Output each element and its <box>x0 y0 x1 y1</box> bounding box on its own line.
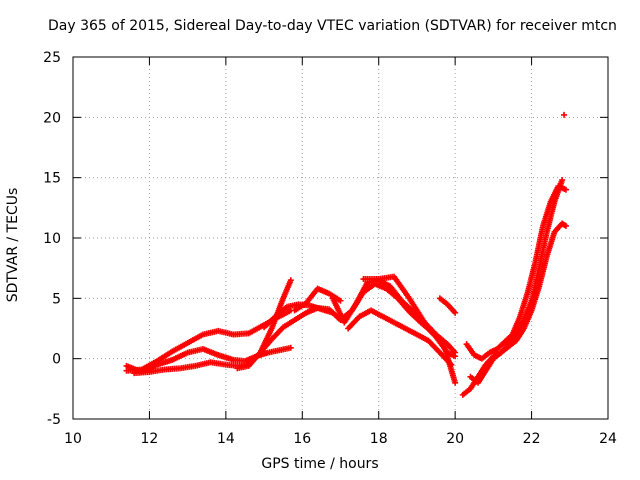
data-layer <box>123 111 569 398</box>
chart-title: Day 365 of 2015, Sidereal Day-to-day VTE… <box>48 18 617 34</box>
series-track-9 <box>360 273 459 356</box>
y-tick-label: 25 <box>43 50 61 66</box>
y-tick-label: 15 <box>43 171 61 187</box>
grid-lines <box>73 57 608 419</box>
x-tick-label: 12 <box>141 431 159 447</box>
series-track-13 <box>467 177 566 386</box>
data-point <box>452 349 459 356</box>
x-tick-label: 14 <box>217 431 235 447</box>
data-point <box>337 297 344 304</box>
series-track-14 <box>561 111 568 118</box>
x-tick-label: 16 <box>293 431 311 447</box>
y-tick-label: 20 <box>43 110 61 126</box>
y-tick-label: -5 <box>47 412 61 428</box>
data-point <box>329 309 336 316</box>
data-point <box>562 222 569 229</box>
x-tick-label: 18 <box>370 431 388 447</box>
data-point <box>559 177 566 184</box>
data-point <box>452 309 459 316</box>
data-point <box>452 379 459 386</box>
data-point <box>562 186 569 193</box>
x-tick-label: 22 <box>523 431 541 447</box>
series-track-2 <box>123 344 294 375</box>
x-tick-label: 10 <box>64 431 82 447</box>
data-point <box>287 344 294 351</box>
series-track-10 <box>436 295 459 316</box>
y-tick-label: 5 <box>52 291 61 307</box>
x-tick-label: 24 <box>599 431 617 447</box>
data-point <box>561 111 568 118</box>
y-tick-label: 10 <box>43 231 61 247</box>
x-tick-label: 20 <box>446 431 464 447</box>
x-axis-label: GPS time / hours <box>261 456 379 472</box>
series-track-8 <box>345 307 455 368</box>
tick-labels: 10 12 14 16 18 20 22 24 -5 0 5 10 15 20 25 <box>43 50 617 447</box>
data-point <box>448 361 455 368</box>
axis-ticks <box>72 56 609 420</box>
y-tick-label: 0 <box>52 352 61 368</box>
series-track-3 <box>131 277 294 377</box>
series-track-11 <box>459 220 569 398</box>
data-point <box>287 277 294 284</box>
series-track-7 <box>329 277 459 360</box>
